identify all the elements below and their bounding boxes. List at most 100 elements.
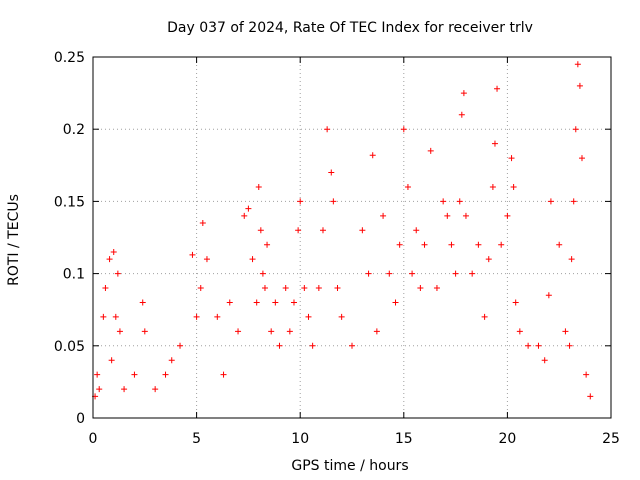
data-point xyxy=(249,256,256,263)
data-point xyxy=(485,256,492,263)
data-point xyxy=(110,248,117,255)
data-point xyxy=(481,313,488,320)
data-point xyxy=(245,205,252,212)
x-tick-label: 15 xyxy=(395,431,413,447)
data-point xyxy=(541,357,548,364)
data-point xyxy=(276,342,283,349)
x-tick-label: 10 xyxy=(291,431,309,447)
y-tick-label: 0 xyxy=(76,411,85,427)
data-point xyxy=(259,270,266,277)
data-point xyxy=(141,328,148,335)
data-point xyxy=(413,227,420,234)
data-point xyxy=(417,285,424,292)
data-point xyxy=(114,270,121,277)
x-tick-label: 25 xyxy=(602,431,620,447)
data-point xyxy=(112,313,119,320)
data-point xyxy=(448,241,455,248)
data-point xyxy=(131,371,138,378)
data-point xyxy=(462,212,469,219)
data-point xyxy=(574,61,581,68)
data-point xyxy=(197,285,204,292)
data-point xyxy=(475,241,482,248)
data-point xyxy=(421,241,428,248)
chart-title: Day 037 of 2024, Rate Of TEC Index for r… xyxy=(167,20,533,36)
y-tick-label: 0.15 xyxy=(54,194,85,210)
data-point xyxy=(508,155,515,162)
data-point xyxy=(491,140,498,147)
data-point xyxy=(392,299,399,306)
data-point xyxy=(444,212,451,219)
data-point xyxy=(545,292,552,299)
axis-ticks-layer: 0 5 10 15 20 25 0 0.05 0.1 0.15 0.2 0.25 xyxy=(54,50,620,447)
data-point xyxy=(359,227,366,234)
data-point xyxy=(301,285,308,292)
data-point xyxy=(309,342,316,349)
data-point xyxy=(568,256,575,263)
data-point xyxy=(193,313,200,320)
data-point xyxy=(404,183,411,190)
data-point xyxy=(516,328,523,335)
data-point xyxy=(535,342,542,349)
data-point xyxy=(253,299,260,306)
y-tick-label: 0.05 xyxy=(54,339,85,355)
data-point xyxy=(380,212,387,219)
data-point xyxy=(255,183,262,190)
data-point xyxy=(365,270,372,277)
data-point xyxy=(268,328,275,335)
data-point xyxy=(139,299,146,306)
data-point xyxy=(456,198,463,205)
data-point xyxy=(168,357,175,364)
data-point xyxy=(121,386,128,393)
data-point xyxy=(295,227,302,234)
data-point xyxy=(587,393,594,400)
data-point xyxy=(396,241,403,248)
data-point xyxy=(214,313,221,320)
plot-frame xyxy=(92,56,612,419)
data-point xyxy=(578,155,585,162)
data-point xyxy=(572,126,579,133)
data-point xyxy=(489,183,496,190)
data-point xyxy=(282,285,289,292)
data-point xyxy=(315,285,322,292)
data-point xyxy=(525,342,532,349)
y-axis-label: ROTI / TECUs xyxy=(6,194,22,286)
data-point xyxy=(324,126,331,133)
data-point xyxy=(235,328,242,335)
data-point xyxy=(220,371,227,378)
data-point xyxy=(261,285,268,292)
data-point xyxy=(226,299,233,306)
data-point xyxy=(94,371,101,378)
data-point xyxy=(440,198,447,205)
data-point xyxy=(510,183,517,190)
data-point xyxy=(494,85,501,92)
data-point xyxy=(305,313,312,320)
data-point xyxy=(100,313,107,320)
x-tick-label: 0 xyxy=(89,431,98,447)
data-point xyxy=(386,270,393,277)
data-point xyxy=(102,285,109,292)
data-point xyxy=(469,270,476,277)
data-point xyxy=(290,299,297,306)
data-point xyxy=(570,198,577,205)
data-point xyxy=(264,241,271,248)
data-point xyxy=(504,212,511,219)
data-point xyxy=(241,212,248,219)
data-point xyxy=(556,241,563,248)
data-point xyxy=(328,169,335,176)
data-point xyxy=(566,342,573,349)
data-point xyxy=(330,198,337,205)
data-point xyxy=(203,256,210,263)
data-point xyxy=(286,328,293,335)
y-tick-label: 0.1 xyxy=(63,267,85,283)
data-point xyxy=(409,270,416,277)
data-point xyxy=(297,198,304,205)
x-tick-label: 5 xyxy=(192,431,201,447)
data-point xyxy=(452,270,459,277)
data-point xyxy=(108,357,115,364)
data-point xyxy=(257,227,264,234)
data-point xyxy=(116,328,123,335)
data-point xyxy=(427,147,434,154)
data-point xyxy=(400,126,407,133)
